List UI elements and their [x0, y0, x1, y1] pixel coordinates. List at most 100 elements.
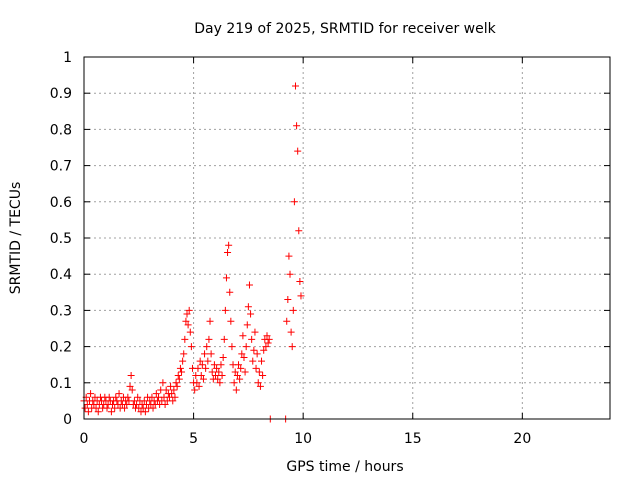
data-point [253, 350, 261, 358]
gridlines [83, 56, 610, 420]
data-point [183, 310, 191, 318]
data-point [254, 379, 262, 387]
data-point [285, 252, 293, 260]
data-point [251, 328, 259, 336]
data-point [255, 368, 263, 376]
data-point [181, 335, 189, 343]
data-point [191, 386, 199, 394]
data-point [194, 364, 202, 372]
x-tick-label: 20 [513, 431, 531, 447]
data-point [252, 364, 260, 372]
data-point [245, 281, 253, 289]
data-point [214, 375, 222, 383]
data-point [221, 306, 229, 314]
data-point [213, 364, 221, 372]
data-point [222, 274, 230, 282]
data-point [105, 393, 113, 401]
data-point [103, 404, 111, 412]
data-point [87, 390, 95, 398]
x-tick-label: 0 [80, 431, 89, 447]
data-point [199, 375, 207, 383]
data-point [176, 364, 184, 372]
data-point [197, 372, 205, 380]
data-point [242, 343, 250, 351]
data-point [170, 386, 178, 394]
data-point [94, 408, 102, 416]
data-point [288, 343, 296, 351]
data-point [294, 147, 302, 155]
data-point [180, 350, 188, 358]
data-point [218, 372, 226, 380]
data-point [124, 393, 132, 401]
data-point [295, 227, 303, 235]
data-point [238, 350, 246, 358]
data-point [112, 393, 120, 401]
data-point [152, 390, 160, 398]
y-tick-label: 0.9 [50, 86, 72, 102]
data-point [205, 335, 213, 343]
data-point [284, 296, 292, 304]
data-point [233, 372, 241, 380]
data-point [239, 332, 247, 340]
data-point [84, 408, 92, 416]
x-tick-label: 10 [294, 431, 312, 447]
y-tick-label: 0.7 [50, 159, 72, 175]
data-point [206, 317, 214, 325]
data-point [226, 288, 234, 296]
data-point [250, 346, 258, 354]
y-tick-label: 0.1 [50, 376, 72, 392]
data-point [169, 397, 177, 405]
y-tick-label: 0.6 [50, 195, 72, 211]
plot-area-border [83, 56, 611, 420]
data-point [193, 379, 201, 387]
chart-title: Day 219 of 2025, SRMTID for receiver wel… [194, 21, 496, 37]
data-point [168, 390, 176, 398]
data-point [179, 357, 187, 365]
data-point [92, 404, 100, 412]
data-point [186, 328, 194, 336]
data-point [220, 335, 228, 343]
data-point [107, 408, 115, 416]
data-point [212, 372, 219, 380]
data-point [123, 401, 131, 409]
data-point [148, 393, 156, 401]
data-point [258, 357, 266, 365]
data-point [134, 393, 142, 401]
y-tick-label: 0.8 [50, 122, 72, 138]
data-point [243, 321, 251, 329]
y-tick-label: 0.5 [50, 231, 72, 247]
data-point [247, 310, 255, 318]
data-point [159, 379, 167, 387]
data-point [121, 404, 129, 412]
data-point [187, 343, 195, 351]
y-tick-label: 0.4 [50, 267, 72, 283]
data-point [216, 379, 224, 387]
data-point [240, 353, 248, 361]
x-tick-label: 5 [189, 431, 198, 447]
data-point [127, 372, 135, 380]
data-point [174, 372, 182, 380]
data-point [225, 241, 233, 249]
data-point [195, 382, 203, 390]
data-point [196, 357, 204, 365]
data-point [207, 350, 215, 358]
data-point [141, 408, 149, 416]
data-point [290, 198, 298, 206]
data-point [291, 82, 299, 90]
data-point [175, 375, 183, 383]
x-tick-label: 15 [404, 431, 422, 447]
data-point [262, 343, 270, 351]
data-point [115, 390, 123, 398]
data-point [167, 382, 175, 390]
data-point [283, 317, 291, 325]
data-point [241, 368, 249, 376]
data-point [237, 364, 245, 372]
data-point [224, 248, 232, 256]
data-point [184, 321, 192, 329]
data-point [83, 401, 91, 409]
data-point [203, 343, 211, 351]
data-point [219, 353, 227, 361]
data-point [287, 328, 295, 336]
y-tick-label: 0.3 [50, 303, 72, 319]
data-point [260, 346, 268, 354]
